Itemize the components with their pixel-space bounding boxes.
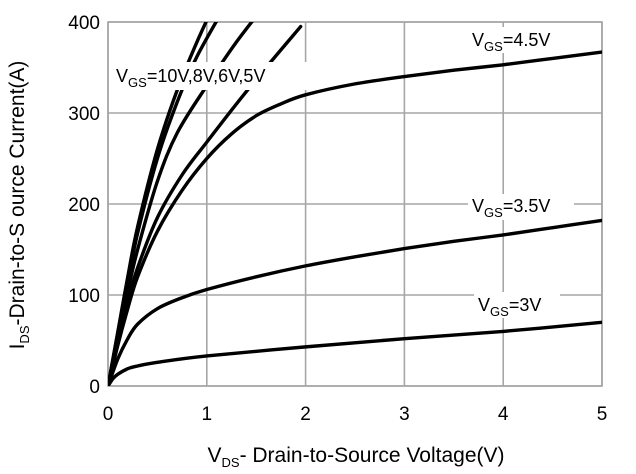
annotation-vgs-3: VGS=3V [478, 295, 541, 319]
series-line-vgs-3-5v [108, 218, 602, 386]
curve-layer [108, 22, 602, 386]
annotation-vgs-10-8-6-5: VGS=10V,8V,6V,5V [116, 66, 265, 90]
tick-layer: 0 1 2 3 4 5 0 100 200 300 400 [68, 13, 607, 425]
annotation-vgs-4-5: VGS=4.5V [472, 30, 550, 54]
plot-frame [107, 21, 603, 387]
series-line-vgs-3v [108, 320, 602, 386]
y-tick-label: 300 [68, 104, 100, 125]
annotation-vgs-3-5: VGS=3.5V [472, 196, 550, 220]
annotation-bg-main [110, 62, 308, 90]
y-tick-label: 0 [89, 377, 100, 398]
y-tick-label: 400 [68, 13, 100, 34]
annotation-bg-3-5 [468, 194, 574, 220]
annotation-bg-4-5 [468, 27, 574, 53]
x-axis-label: VDS- Drain-to-Source Voltage(V) [207, 444, 504, 470]
series-line-vgs-4-5v [108, 50, 602, 386]
y-axis-label: IDS-Drain-to-S ource Current(A) [6, 61, 32, 350]
x-tick-label: 2 [300, 404, 311, 425]
annotation-bg-3 [474, 292, 560, 318]
x-tick-label: 1 [202, 404, 213, 425]
series-line-vgs-8v [108, 22, 219, 386]
y-tick-label: 200 [68, 195, 100, 216]
y-tick-label: 100 [68, 286, 100, 307]
x-tick-label: 4 [498, 404, 509, 425]
x-tick-label: 5 [597, 404, 608, 425]
series-line-vgs-10v [108, 22, 208, 386]
x-tick-label: 3 [399, 404, 410, 425]
x-tick-label: 0 [103, 404, 114, 425]
